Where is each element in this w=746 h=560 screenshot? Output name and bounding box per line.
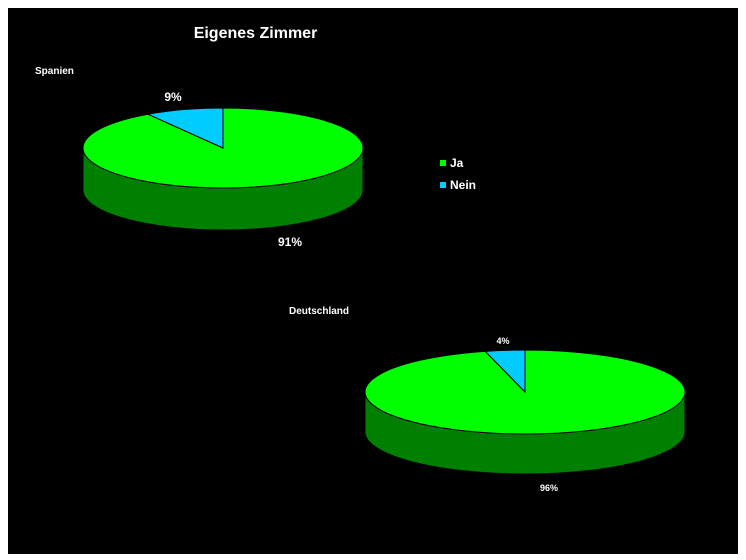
legend-swatch-nein — [440, 182, 446, 188]
deutschland-ja-label: 96% — [540, 483, 558, 493]
legend: Ja Nein — [440, 152, 476, 196]
legend-swatch-ja — [440, 160, 446, 166]
spanien-ja-label: 91% — [278, 235, 302, 249]
deutschland-pie-title: Deutschland — [289, 306, 350, 317]
chart-title: Eigenes Zimmer — [193, 25, 318, 42]
legend-item-nein: Nein — [440, 174, 476, 196]
spanien-pie-title: Spanien — [35, 66, 74, 77]
spanien-nein-label: 9% — [164, 90, 182, 104]
chart-slide: Eigenes Zimmer Spanien Deutschland 91% 9%… — [8, 8, 738, 554]
pie-charts-canvas: 91% 9% 96% 4% — [82, 90, 686, 493]
legend-label-nein: Nein — [450, 178, 477, 192]
deutschland-nein-label: 4% — [496, 336, 509, 346]
spanien-nein-slice — [146, 107, 224, 149]
legend-label-ja: Ja — [450, 156, 464, 170]
deutschland-nein-slice — [484, 349, 526, 394]
legend-item-ja: Ja — [440, 152, 476, 174]
